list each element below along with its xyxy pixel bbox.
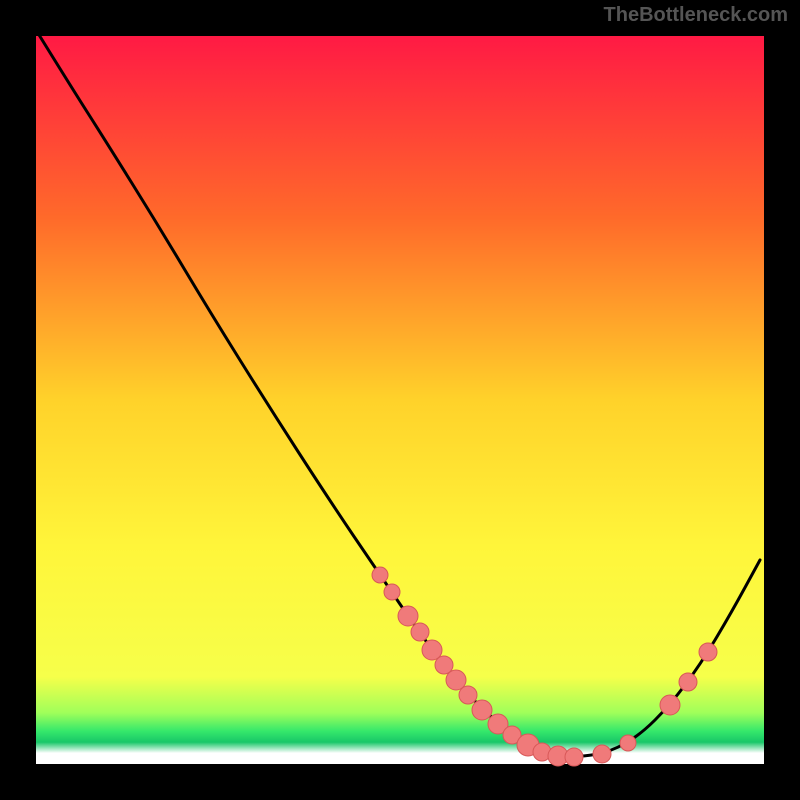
bottleneck-chart: [0, 0, 800, 800]
data-marker: [411, 623, 429, 641]
data-marker: [679, 673, 697, 691]
data-marker: [660, 695, 680, 715]
data-marker: [472, 700, 492, 720]
data-marker: [372, 567, 388, 583]
data-marker: [565, 748, 583, 766]
source-label: TheBottleneck.com: [604, 4, 788, 27]
data-marker: [699, 643, 717, 661]
data-marker: [620, 735, 636, 751]
data-marker: [593, 745, 611, 763]
gradient-plot-area: [36, 36, 764, 764]
chart-svg: [0, 0, 800, 800]
data-marker: [459, 686, 477, 704]
data-marker: [398, 606, 418, 626]
data-marker: [384, 584, 400, 600]
